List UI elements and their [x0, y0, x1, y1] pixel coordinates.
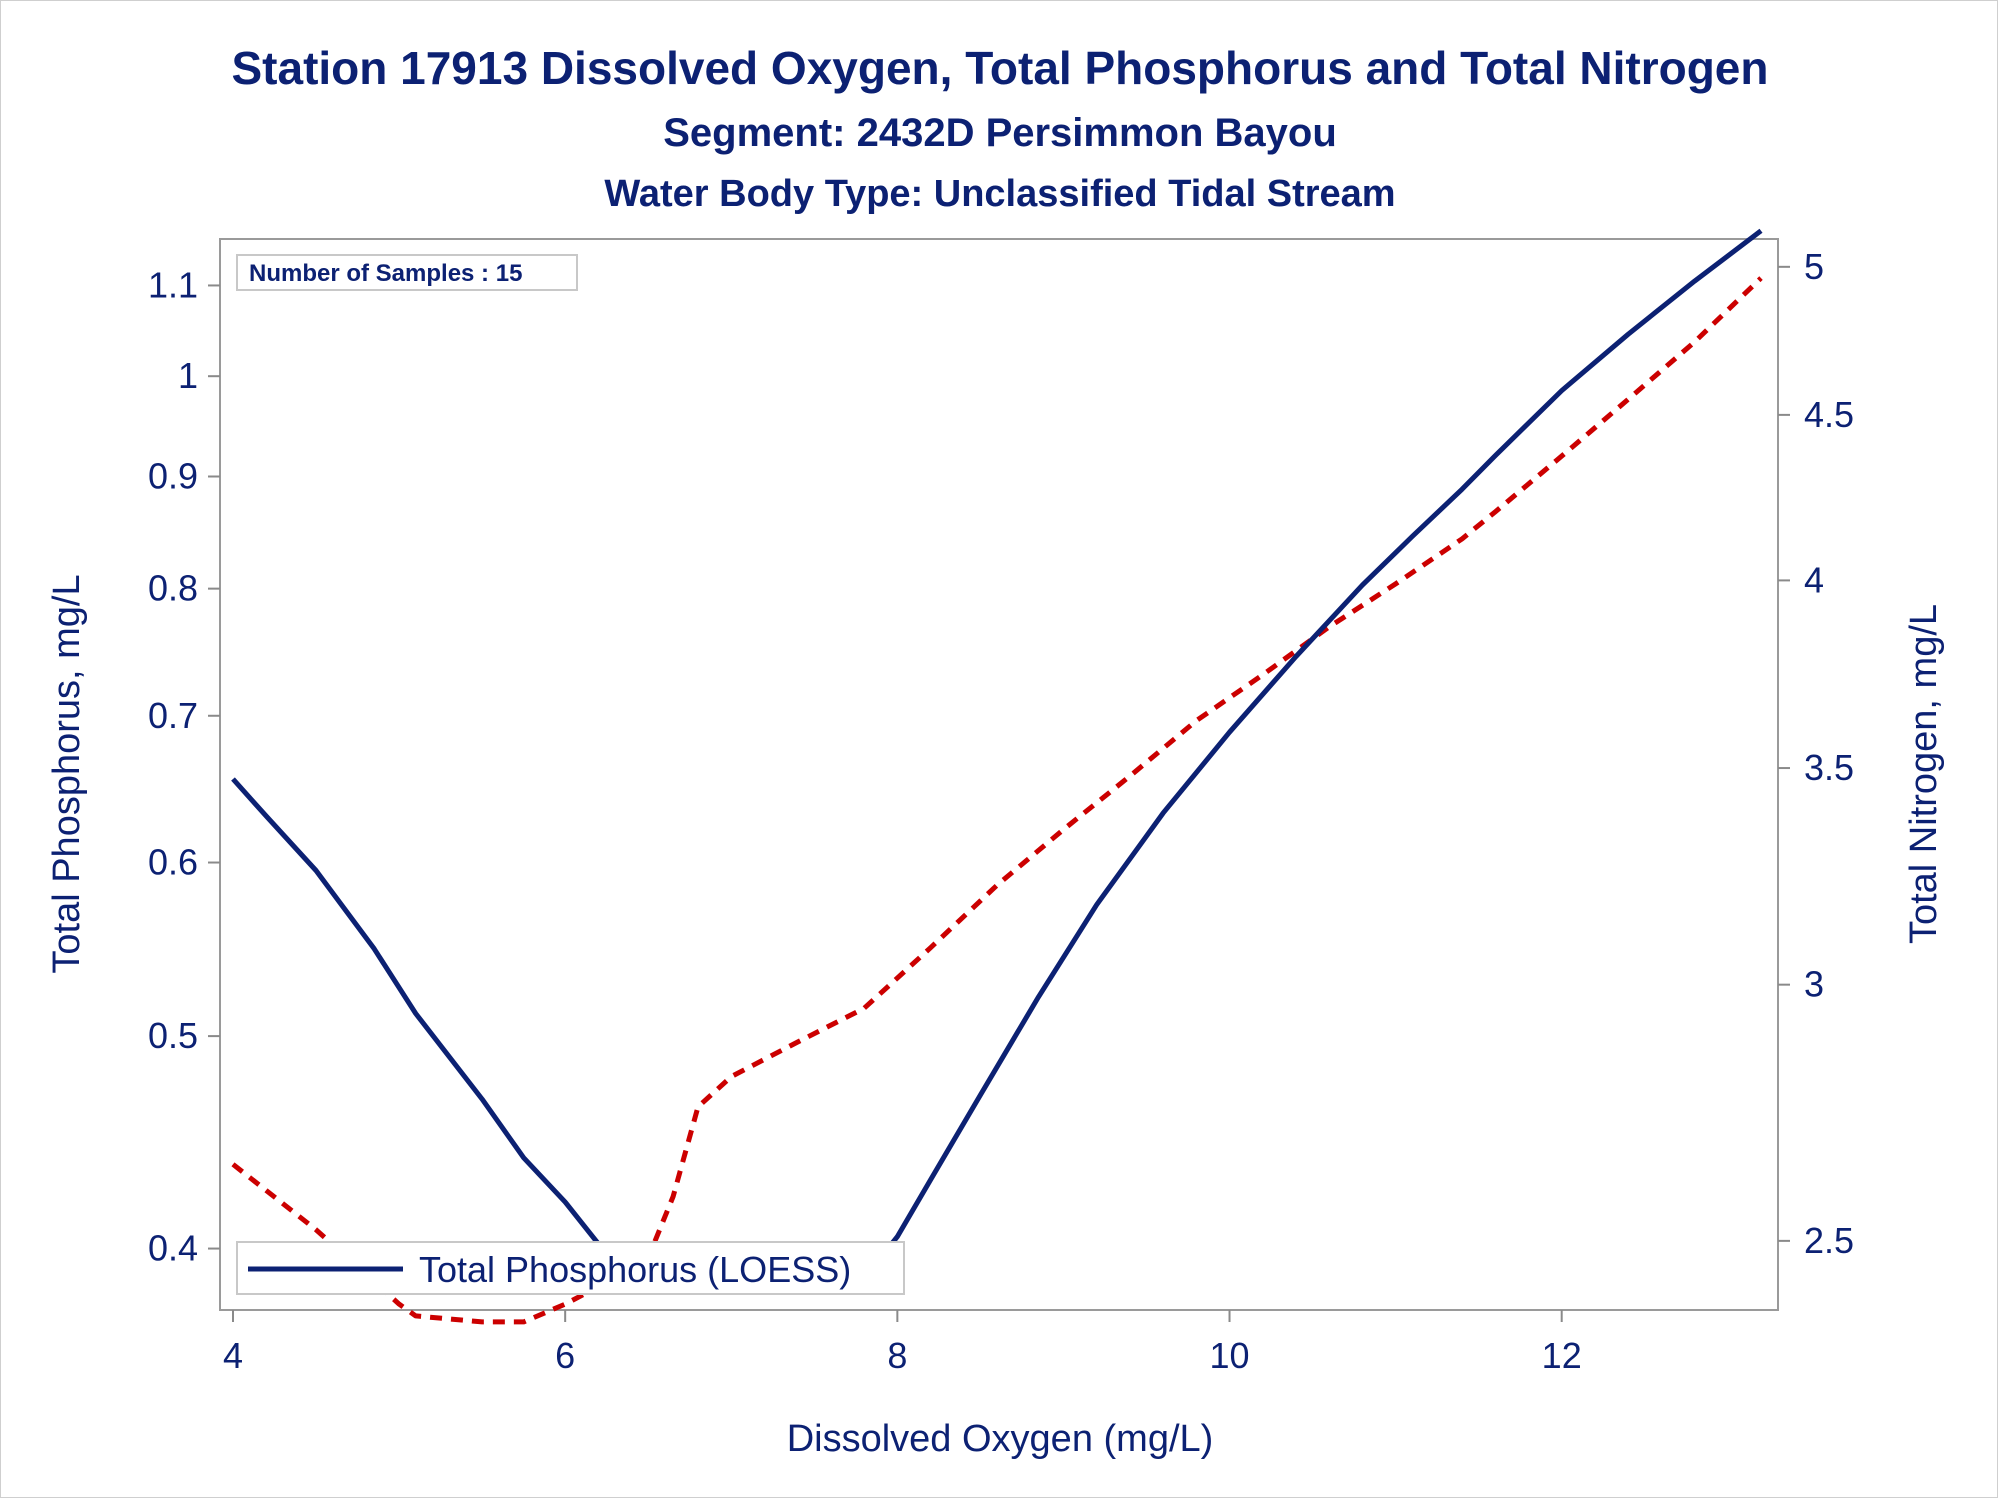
legend: Total Phosphorus (LOESS) [236, 1241, 905, 1295]
y-left-tick-label: 0.9 [148, 456, 198, 497]
y-right-tick-label: 5 [1804, 246, 1824, 287]
series-line-total-phosphorus [231, 228, 1763, 1285]
legend-entry-total-phosphorus: Total Phosphorus (LOESS) [419, 1249, 851, 1290]
y-right-tick-label: 2.5 [1804, 1220, 1854, 1261]
x-axis-ticks: 4 6 8 10 12 [223, 1310, 1582, 1376]
x-tick-label: 6 [555, 1335, 575, 1376]
chart-subtitle: Segment: 2432D Persimmon Bayou [663, 111, 1337, 155]
y-right-tick-label: 4 [1804, 559, 1824, 600]
y-left-tick-label: 1 [178, 355, 198, 396]
chart-subtitle-2: Water Body Type: Unclassified Tidal Stre… [604, 173, 1395, 215]
y-left-tick-label: 0.8 [148, 568, 198, 609]
chart-title: Station 17913 Dissolved Oxygen, Total Ph… [231, 42, 1768, 94]
y-axis-label-right: Total Nitrogen, mg/L [1903, 604, 1945, 944]
x-axis-label: Dissolved Oxygen (mg/L) [787, 1418, 1214, 1460]
y-left-tick-label: 0.5 [148, 1015, 198, 1056]
sample-count-label: Number of Samples : 15 [249, 260, 522, 287]
y-left-tick-label: 0.4 [148, 1228, 198, 1269]
x-tick-label: 4 [223, 1335, 243, 1376]
y-left-tick-label: 0.7 [148, 695, 198, 736]
plot-area [219, 238, 1779, 1311]
y-left-tick-label: 0.6 [148, 842, 198, 883]
x-tick-label: 8 [887, 1335, 907, 1376]
x-tick-label: 12 [1542, 1335, 1582, 1376]
y-left-tick-label: 1.1 [148, 264, 198, 305]
x-tick-label: 10 [1209, 1335, 1249, 1376]
y-right-tick-label: 4.5 [1804, 394, 1854, 435]
series-layer [231, 228, 1763, 1325]
y-axis-right-ticks: 2.5 3 3.5 4 4.5 5 [1778, 246, 1854, 1261]
y-axis-label-left: Total Phosphorus, mg/L [46, 574, 88, 973]
y-right-tick-label: 3 [1804, 964, 1824, 1005]
sample-count-box: Number of Samples : 15 [236, 254, 578, 291]
y-right-tick-label: 3.5 [1804, 747, 1854, 788]
y-axis-left-ticks: 0.4 0.5 0.6 0.7 0.8 0.9 1 1.1 [148, 264, 220, 1269]
